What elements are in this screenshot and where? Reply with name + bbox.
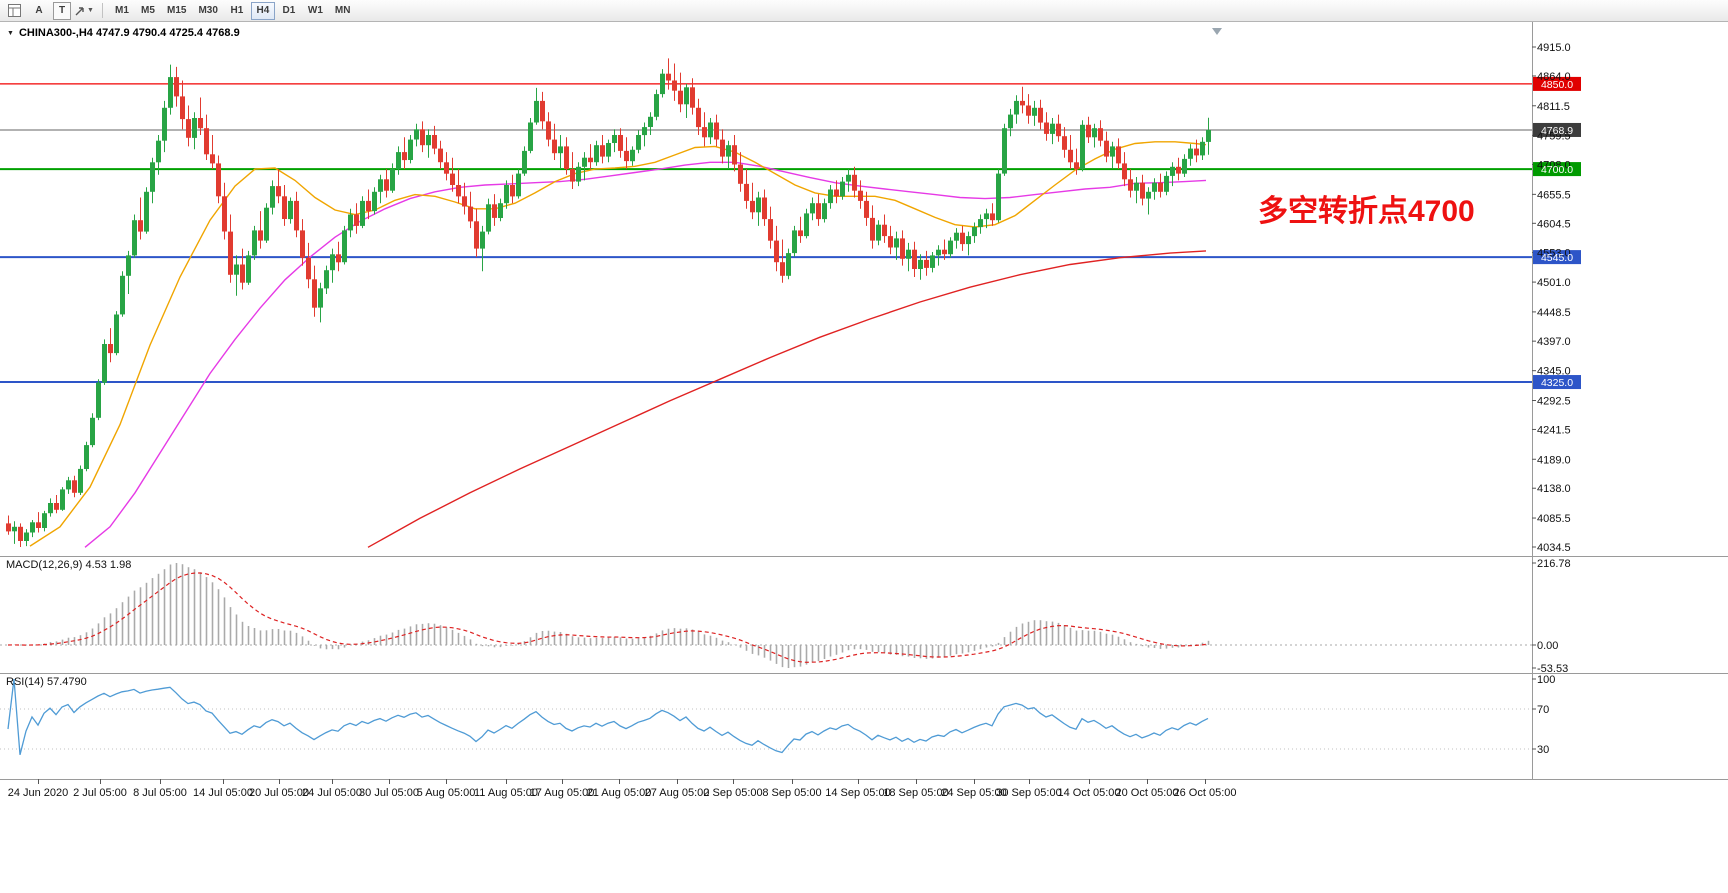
svg-text:70: 70 bbox=[1537, 704, 1549, 716]
symbol-collapse-icon[interactable]: ▼ bbox=[7, 29, 14, 37]
svg-text:26 Oct 05:00: 26 Oct 05:00 bbox=[1174, 787, 1237, 799]
symbol-ohlc-text: CHINA300-,H4 4747.9 4790.4 4725.4 4768.9 bbox=[18, 27, 240, 39]
price-tick-label: 4759.5 bbox=[1537, 130, 1571, 142]
timeframe-m30-button[interactable]: M30 bbox=[198, 5, 218, 16]
svg-text:18 Sep 05:00: 18 Sep 05:00 bbox=[883, 787, 948, 799]
price-tick-label: 4397.0 bbox=[1537, 336, 1571, 348]
svg-text:17 Aug 05:00: 17 Aug 05:00 bbox=[530, 787, 595, 799]
svg-text:24 Jun 2020: 24 Jun 2020 bbox=[8, 787, 69, 799]
price-axis[interactable] bbox=[1532, 46, 1581, 548]
svg-text:14 Oct 05:00: 14 Oct 05:00 bbox=[1058, 787, 1121, 799]
timeframe-m5-button[interactable]: M5 bbox=[141, 5, 155, 16]
svg-text:21 Aug 05:00: 21 Aug 05:00 bbox=[587, 787, 652, 799]
price-tick-label: 4708.0 bbox=[1537, 160, 1571, 172]
svg-text:24 Jul 05:00: 24 Jul 05:00 bbox=[302, 787, 362, 799]
svg-text:30 Sep 05:00: 30 Sep 05:00 bbox=[996, 787, 1061, 799]
chevron-down-icon: ▼ bbox=[87, 7, 94, 14]
price-tick-label: 4501.0 bbox=[1537, 277, 1571, 289]
price-tick-label: 4448.5 bbox=[1537, 307, 1571, 319]
svg-text:11 Aug 05:00: 11 Aug 05:00 bbox=[474, 787, 538, 799]
svg-text:4850.0: 4850.0 bbox=[1541, 79, 1573, 91]
svg-text:20 Oct 05:00: 20 Oct 05:00 bbox=[1116, 787, 1179, 799]
timeframe-h1-button[interactable]: H1 bbox=[230, 5, 244, 16]
svg-text:100: 100 bbox=[1537, 674, 1555, 686]
svg-text:27 Aug 05:00: 27 Aug 05:00 bbox=[645, 787, 710, 799]
timeframe-w1-button[interactable]: W1 bbox=[307, 5, 323, 16]
svg-text:30: 30 bbox=[1537, 744, 1549, 756]
macd-signal-line bbox=[7, 572, 1209, 663]
macd-histogram bbox=[13, 563, 1210, 668]
svg-text:14 Sep 05:00: 14 Sep 05:00 bbox=[825, 787, 890, 799]
price-tick-label: 4241.5 bbox=[1537, 424, 1571, 436]
timeframe-m15-button[interactable]: M15 bbox=[167, 5, 187, 16]
svg-text:8 Sep 05:00: 8 Sep 05:00 bbox=[762, 787, 821, 799]
svg-text:4545.0: 4545.0 bbox=[1541, 252, 1573, 264]
price-tick-label: 4915.0 bbox=[1537, 42, 1571, 54]
ma-red-line[interactable] bbox=[367, 250, 1207, 548]
svg-text:14 Jul 05:00: 14 Jul 05:00 bbox=[193, 787, 253, 799]
price-tick-label: 4811.5 bbox=[1537, 101, 1570, 113]
svg-text:2 Jul 05:00: 2 Jul 05:00 bbox=[73, 787, 127, 799]
svg-text:8 Jul 05:00: 8 Jul 05:00 bbox=[133, 787, 187, 799]
chart-ohlc-header: ▼ CHINA300-,H4 4747.9 4790.4 4725.4 4768… bbox=[7, 27, 240, 39]
price-tick-label: 4085.5 bbox=[1537, 513, 1571, 525]
timeframe-mn-button[interactable]: MN bbox=[334, 5, 351, 16]
rsi-indicator-label: RSI(14) 57.4790 bbox=[6, 676, 87, 688]
chart-shift-marker[interactable] bbox=[1212, 28, 1222, 35]
price-tick-label: 4345.0 bbox=[1537, 366, 1571, 378]
chart-annotation-text[interactable]: 多空转折点4700 bbox=[1258, 195, 1475, 228]
toolbar: A T ▼ M1 M5 M15 M30 H1 H4 D1 W1 MN bbox=[0, 0, 1728, 22]
price-tick-label: 4553.0 bbox=[1537, 248, 1571, 260]
price-tick-label: 4034.5 bbox=[1537, 542, 1571, 554]
draw-arrow-tool-dropdown[interactable]: ▼ bbox=[73, 2, 95, 20]
svg-text:4325.0: 4325.0 bbox=[1541, 377, 1573, 389]
price-tick-label: 4864.0 bbox=[1537, 71, 1571, 83]
timeframe-m1-button[interactable]: M1 bbox=[115, 5, 129, 16]
toolbar-separator bbox=[102, 3, 103, 18]
font-a-button[interactable]: A bbox=[35, 5, 43, 16]
svg-text:30 Jul 05:00: 30 Jul 05:00 bbox=[359, 787, 419, 799]
svg-text:20 Jul 05:00: 20 Jul 05:00 bbox=[249, 787, 309, 799]
price-tick-label: 4189.0 bbox=[1537, 454, 1571, 466]
svg-text:0.00: 0.00 bbox=[1537, 640, 1558, 652]
macd-indicator-label: MACD(12,26,9) 4.53 1.98 bbox=[6, 559, 132, 571]
svg-text:5 Aug 05:00: 5 Aug 05:00 bbox=[417, 787, 476, 799]
svg-text:4700.0: 4700.0 bbox=[1541, 164, 1573, 176]
price-tick-label: 4655.5 bbox=[1537, 189, 1571, 201]
timeframe-d1-button[interactable]: D1 bbox=[282, 5, 296, 16]
rsi-line bbox=[7, 678, 1209, 755]
chart-window-icon[interactable] bbox=[3, 2, 25, 20]
price-tick-label: 4138.0 bbox=[1537, 483, 1571, 495]
svg-text:24 Sep 05:00: 24 Sep 05:00 bbox=[941, 787, 1006, 799]
price-tick-label: 4292.5 bbox=[1537, 395, 1571, 407]
price-tick-label: 4604.5 bbox=[1537, 218, 1571, 230]
text-tool-button[interactable]: T bbox=[53, 1, 71, 20]
time-axis[interactable] bbox=[38, 779, 1206, 784]
svg-text:216.78: 216.78 bbox=[1537, 558, 1571, 570]
ma-magenta-line[interactable] bbox=[84, 161, 1207, 548]
ma-orange-line[interactable] bbox=[29, 141, 1207, 547]
svg-text:4768.9: 4768.9 bbox=[1541, 125, 1573, 137]
svg-text:2 Sep 05:00: 2 Sep 05:00 bbox=[703, 787, 762, 799]
timeframe-h4-button[interactable]: H4 bbox=[250, 1, 275, 20]
svg-text:-53.53: -53.53 bbox=[1537, 663, 1568, 675]
candles-layer bbox=[6, 58, 1211, 547]
